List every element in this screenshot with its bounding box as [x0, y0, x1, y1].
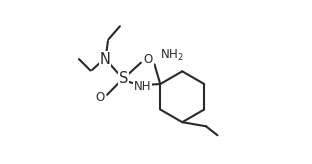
Text: S: S — [119, 71, 128, 86]
Text: NH$_2$: NH$_2$ — [160, 48, 184, 63]
Text: N: N — [100, 51, 110, 67]
Text: NH: NH — [134, 80, 151, 93]
Text: O: O — [95, 91, 104, 104]
Text: O: O — [144, 53, 153, 66]
